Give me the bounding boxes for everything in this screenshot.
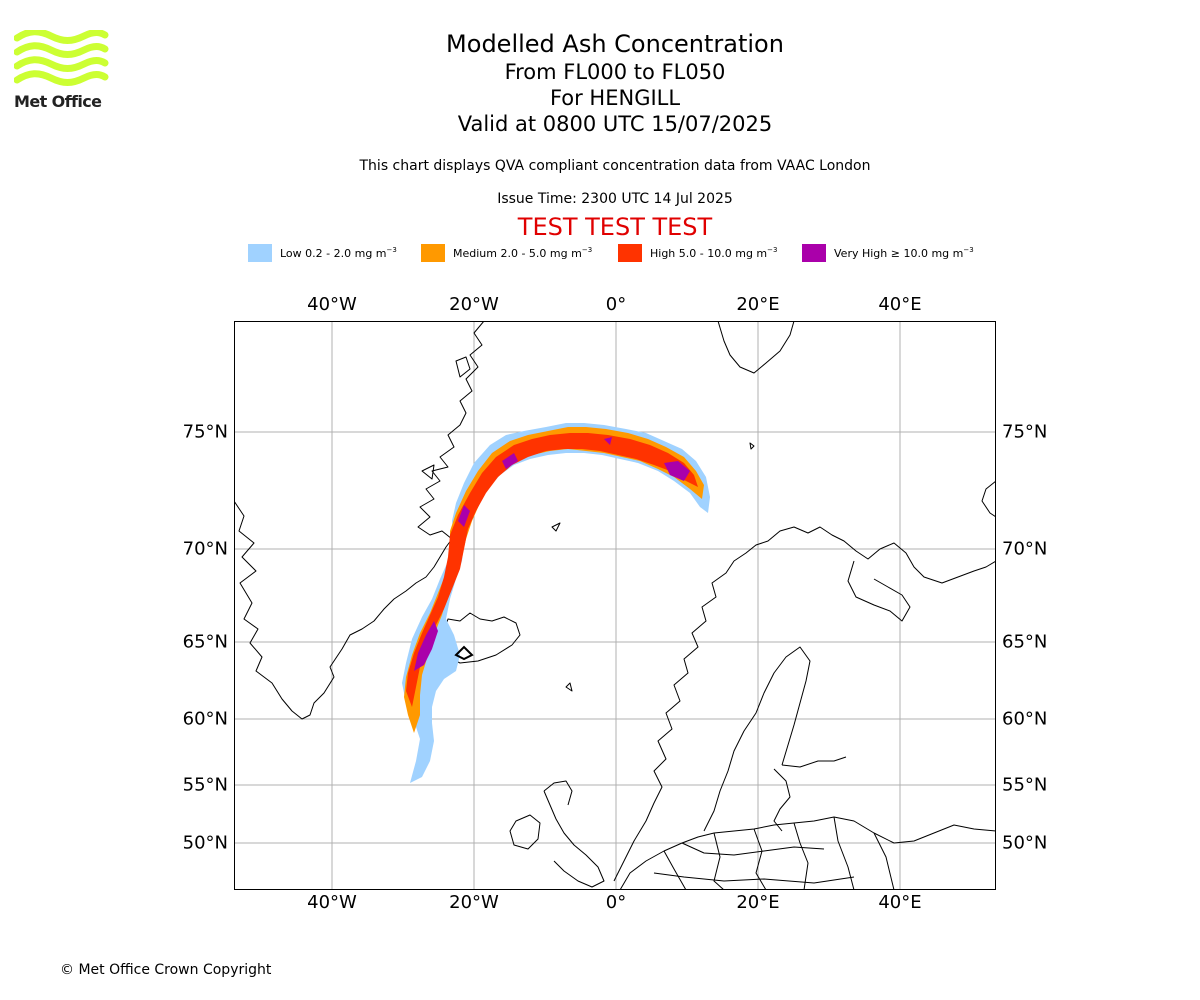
legend-swatch-low (248, 244, 272, 262)
ash-map (234, 321, 996, 890)
ash-very-high-concentration-1 (414, 621, 438, 671)
lon-label-bottom-20w: 20°W (449, 892, 499, 913)
ash-low-concentration (402, 423, 710, 783)
issue-time: Issue Time: 2300 UTC 14 Jul 2025 (497, 191, 733, 207)
chart-description: This chart displays QVA compliant concen… (359, 158, 871, 174)
lon-label-top-40e: 40°E (878, 294, 922, 315)
lat-label-left-70n: 70°N (182, 538, 228, 560)
lat-label-left-75n: 75°N (182, 421, 228, 443)
legend-unit-power-high: −3 (767, 246, 778, 254)
chart-title: Modelled Ash Concentration (446, 30, 784, 58)
valid-time: Valid at 0800 UTC 15/07/2025 (457, 112, 773, 136)
legend-swatch-high (618, 244, 642, 262)
lat-label-right-60n: 60°N (1002, 708, 1048, 730)
ash-plume (402, 423, 710, 783)
legend-label-high: High 5.0 - 10.0 mg m (650, 247, 768, 260)
met-office-logo: Met Office (13, 28, 110, 112)
map-gridlines (234, 321, 996, 890)
lat-label-right-75n: 75°N (1002, 421, 1048, 443)
ash-very-high-concentration-3 (502, 453, 518, 469)
ash-very-high-concentration-5 (604, 437, 612, 445)
map-frame (234, 321, 996, 890)
lon-label-top-0: 0° (605, 294, 627, 315)
legend-label-medium: Medium 2.0 - 5.0 mg m (453, 247, 582, 260)
lat-label-left-60n: 60°N (182, 708, 228, 730)
test-banner: TEST TEST TEST (517, 213, 713, 241)
lon-label-top-40w: 40°W (307, 294, 357, 315)
volcano-marker (454, 645, 474, 661)
lat-label-left-55n: 55°N (182, 774, 228, 796)
legend-unit-power-low: −3 (386, 246, 397, 254)
logo-text: Met Office (14, 92, 102, 111)
lat-label-right-50n: 50°N (1002, 832, 1048, 854)
coastlines (234, 321, 996, 890)
lat-label-right-70n: 70°N (1002, 538, 1048, 560)
lon-label-bottom-0: 0° (605, 892, 627, 913)
logo-waves-icon (13, 28, 109, 86)
ash-very-high-concentration-2 (458, 505, 470, 527)
volcano-name: For HENGILL (549, 86, 681, 110)
lon-label-top-20e: 20°E (736, 294, 780, 315)
lat-label-right-65n: 65°N (1002, 631, 1048, 653)
legend-label-low: Low 0.2 - 2.0 mg m (280, 247, 387, 260)
legend-unit-power-very-high: −3 (963, 246, 974, 254)
legend-swatch-very-high (802, 244, 826, 262)
lat-label-right-55n: 55°N (1002, 774, 1048, 796)
legend-label-very-high: Very High ≥ 10.0 mg m (834, 247, 964, 260)
ash-very-high-concentration-4 (664, 461, 690, 481)
lat-label-left-65n: 65°N (182, 631, 228, 653)
chart-title-block: Modelled Ash Concentration From FL000 to… (300, 30, 930, 137)
legend-swatch-medium (421, 244, 445, 262)
ash-high-concentration (406, 433, 698, 707)
lat-label-left-50n: 50°N (182, 832, 228, 854)
lon-label-bottom-40e: 40°E (878, 892, 922, 913)
flight-level-range: From FL000 to FL050 (504, 60, 726, 84)
lon-label-bottom-20e: 20°E (736, 892, 780, 913)
legend-unit-power-medium: −3 (581, 246, 593, 254)
lon-label-top-20w: 20°W (449, 294, 499, 315)
lon-label-bottom-40w: 40°W (307, 892, 357, 913)
copyright-notice: © Met Office Crown Copyright (60, 962, 272, 978)
